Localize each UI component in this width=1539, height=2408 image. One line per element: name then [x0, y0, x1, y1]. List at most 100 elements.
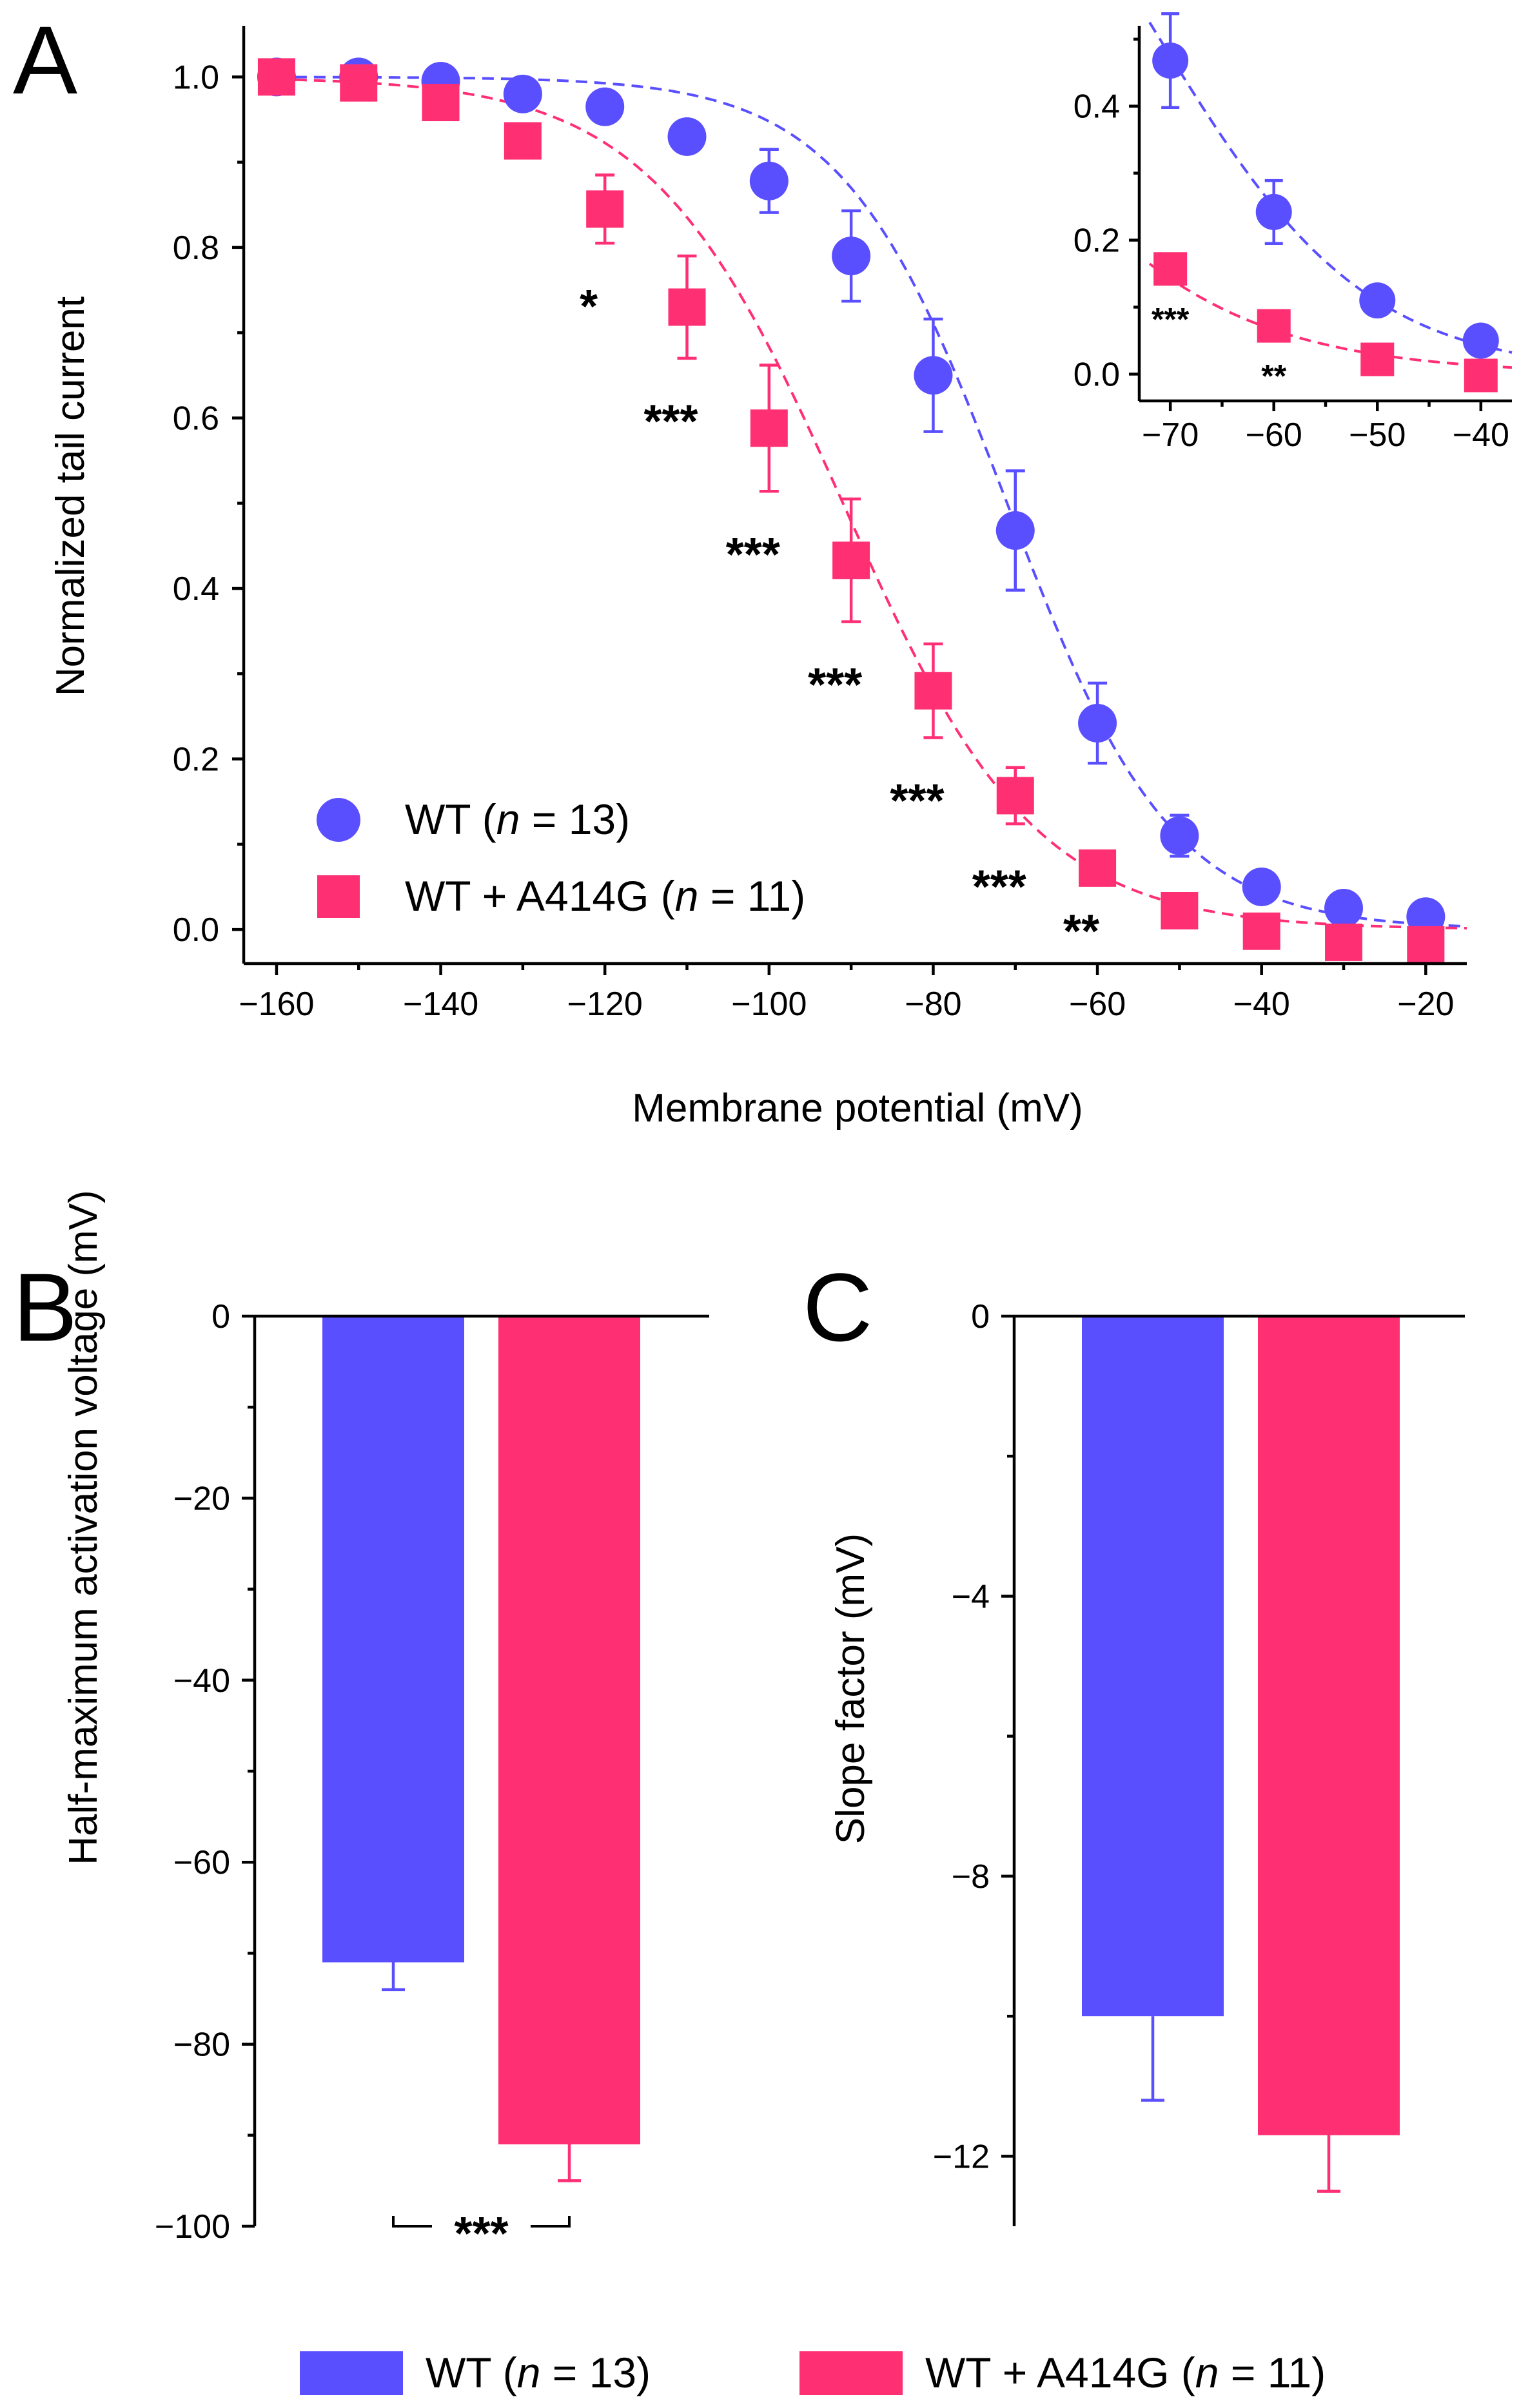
panel-a-xlabel: Membrane potential (mV) — [632, 1086, 1083, 1131]
inset-y-tick-label: 0.2 — [1073, 222, 1120, 260]
panel-a-x-tick-label: −40 — [1233, 986, 1290, 1023]
panel-a-point-mut — [996, 777, 1034, 815]
panel-a-significance-marker: *** — [890, 775, 944, 827]
inset-point-wt — [1359, 282, 1396, 319]
panel-a-significance-marker: ** — [1063, 906, 1099, 957]
inset-x-tick-label: −70 — [1142, 416, 1199, 454]
inset-point-mut — [1464, 358, 1498, 393]
panel-a-y-tick-label: 0.8 — [173, 229, 219, 267]
panel-a-point-wt — [749, 161, 789, 200]
bottom-legend-label-wt: WT (n = 13) — [426, 2349, 651, 2396]
panel-a-point-mut — [1325, 923, 1363, 961]
panel-b-bar-wt — [322, 1316, 464, 1963]
panel-b-chart: Half-maximum activation voltage (mV) 0 −2… — [61, 1190, 709, 2260]
panel-a-point-wt — [1078, 703, 1117, 743]
panel-a-point-wt — [832, 237, 871, 276]
inset-point-mut — [1257, 309, 1291, 343]
panel-a-point-mut — [668, 288, 706, 326]
panel-a-point-mut — [1407, 926, 1445, 964]
panel-b-y-tick-label: 0 — [211, 1298, 230, 1335]
panel-a-x-tick-label: −100 — [731, 986, 807, 1023]
inset-point-wt — [1255, 193, 1292, 230]
panel-b-significance-bracket — [392, 2216, 432, 2228]
panel-a-point-mut — [750, 409, 788, 447]
panel-b-bar-mut — [498, 1316, 640, 2144]
panel-label-c: C — [803, 1253, 872, 1361]
inset-point-wt — [1462, 322, 1499, 359]
inset-point-mut — [1153, 252, 1188, 286]
panel-a-chart: Normalized tail current Membrane potenti… — [48, 26, 1467, 1131]
panel-a-point-mut — [504, 122, 542, 160]
panel-c-y-tick-label: −12 — [933, 2138, 990, 2175]
panel-a-y-tick-label: 0.2 — [173, 741, 219, 779]
bottom-legend-swatch-wt — [300, 2351, 403, 2395]
panel-a-point-wt — [503, 74, 542, 113]
legend-label-mut: WT + A414G (n = 11) — [405, 872, 805, 920]
panel-a-x-tick-label: −140 — [403, 986, 478, 1023]
panel-c-bar-wt — [1082, 1316, 1224, 2017]
panel-a-point-mut — [422, 84, 460, 122]
panel-a-point-mut — [832, 541, 870, 579]
panel-a-x-tick-label: −60 — [1069, 986, 1126, 1023]
legend-marker-mut — [317, 875, 360, 918]
bottom-legend-swatch-mut — [799, 2351, 903, 2395]
panel-b-significance-marker: *** — [454, 2208, 508, 2260]
panel-a-point-wt — [1160, 816, 1199, 855]
panel-b-y-tick-label: −60 — [173, 1844, 230, 1881]
inset-x-tick-label: −60 — [1246, 416, 1302, 454]
panel-a-point-wt — [667, 117, 707, 156]
panel-a-point-mut — [1161, 891, 1199, 929]
panel-a-significance-marker: *** — [808, 659, 862, 711]
panel-c-y-tick-label: 0 — [971, 1298, 990, 1335]
panel-label-a: A — [13, 6, 77, 114]
inset-significance-marker: *** — [1152, 301, 1190, 337]
panel-c-bar-mut — [1258, 1316, 1400, 2135]
panel-a-ylabel: Normalized tail current — [48, 296, 93, 696]
inset-point-wt — [1152, 43, 1189, 79]
panel-a-point-wt — [1242, 867, 1281, 906]
inset-background — [1043, 19, 1518, 459]
panel-a-legend: WT (n = 13) WT + A414G (n = 11) — [317, 795, 805, 920]
panel-b-y-tick-label: −40 — [173, 1662, 230, 1700]
inset-significance-marker: ** — [1261, 358, 1286, 394]
panel-a-point-mut — [914, 672, 952, 710]
legend-marker-wt — [317, 798, 360, 842]
panel-a-y-tick-label: 0.4 — [173, 570, 219, 608]
panel-a-y-tick-label: 1.0 — [173, 59, 219, 96]
bottom-legend: WT (n = 13) WT + A414G (n = 11) — [300, 2349, 1326, 2396]
inset-x-tick-label: −50 — [1349, 416, 1406, 454]
panel-a-y-tick-label: 0.6 — [173, 400, 219, 437]
bottom-legend-label-mut: WT + A414G (n = 11) — [925, 2349, 1326, 2396]
panel-a-x-tick-label: −160 — [239, 986, 314, 1023]
panel-a-point-mut — [1242, 912, 1280, 950]
panel-c-chart: Slope factor (mV) 0 −4 −8 −12 — [828, 1298, 1465, 2226]
panel-b-y-tick-label: −80 — [173, 2026, 230, 2064]
panel-a-x-tick-label: −120 — [567, 986, 643, 1023]
panel-b-ylabel: Half-maximum activation voltage (mV) — [61, 1190, 106, 1865]
panel-b-y-tick-label: −20 — [173, 1480, 230, 1517]
panel-a-x-tick-label: −20 — [1397, 986, 1454, 1023]
panel-c-ylabel: Slope factor (mV) — [828, 1533, 873, 1844]
panel-label-b: B — [13, 1253, 77, 1361]
panel-c-y-tick-label: −8 — [952, 1858, 990, 1896]
panel-a-point-mut — [586, 190, 624, 228]
panel-a-point-wt — [585, 87, 625, 126]
inset-fit-curve — [1148, 21, 1513, 354]
panel-a-point-wt — [1324, 889, 1364, 928]
panel-b-significance-bracket — [531, 2216, 571, 2228]
inset-x-tick-label: −40 — [1453, 416, 1509, 454]
panel-a-point-wt — [995, 511, 1035, 550]
panel-a-significance-marker: *** — [643, 396, 698, 447]
panel-a-y-tick-label: 0.0 — [173, 911, 219, 949]
panel-a-point-mut — [1079, 849, 1117, 887]
legend-label-wt: WT (n = 13) — [405, 795, 630, 843]
panel-a-x-tick-label: −80 — [905, 986, 961, 1023]
inset-fit-curve — [1148, 262, 1513, 369]
inset-y-tick-label: 0.4 — [1073, 88, 1120, 126]
panel-b-y-tick-label: −100 — [155, 2208, 230, 2246]
panel-a-point-mut — [340, 64, 378, 102]
panel-a-significance-marker: * — [580, 281, 598, 333]
panel-c-y-tick-label: −4 — [952, 1578, 990, 1615]
inset-point-mut — [1360, 342, 1395, 376]
